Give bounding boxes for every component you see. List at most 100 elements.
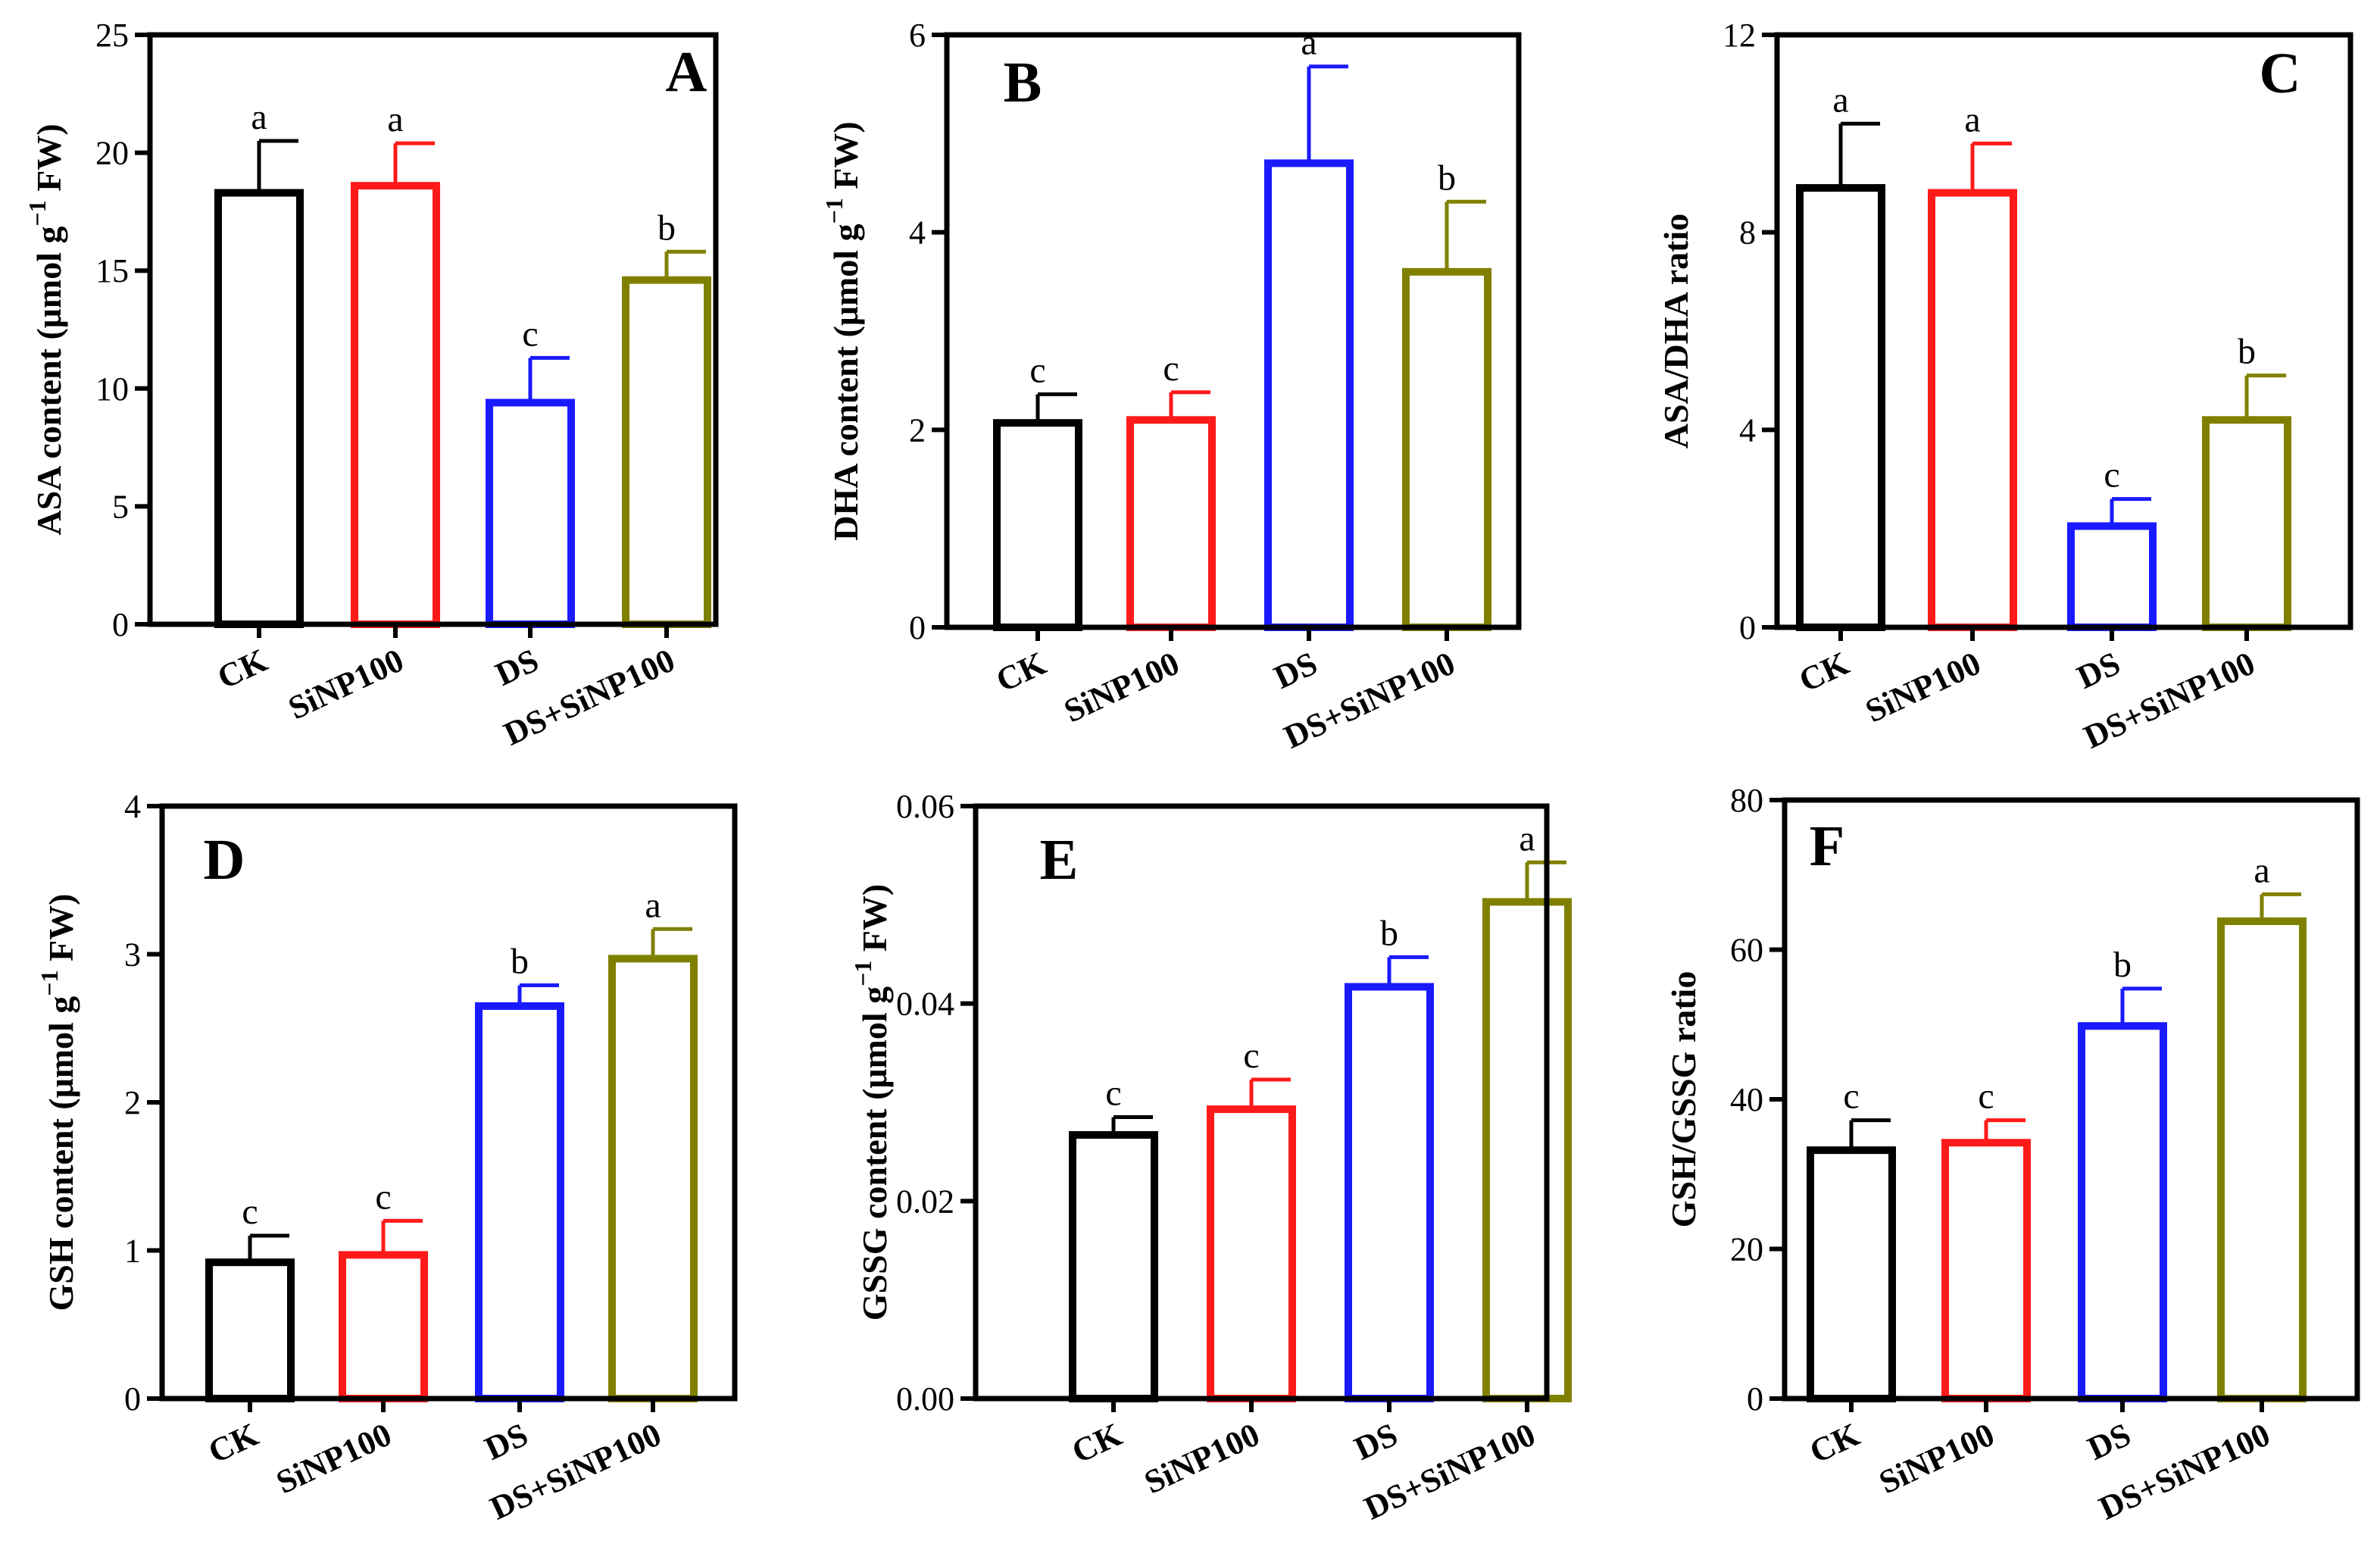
category-label: DS xyxy=(1269,645,1323,696)
axis-frame xyxy=(147,32,719,627)
category-label: SiNP100 xyxy=(1860,645,1986,730)
y-axis-label-unit: FW) xyxy=(30,123,68,200)
y-tick-label: 0.00 xyxy=(896,1380,954,1418)
y-tick-label: 0.06 xyxy=(896,788,954,825)
bar-a-4 xyxy=(622,276,711,628)
y-tick-label: 4 xyxy=(1739,411,1756,449)
bar-a-2 xyxy=(351,182,440,628)
y-tick-label: 20 xyxy=(95,135,129,172)
significance-letter: c xyxy=(1029,350,1045,390)
y-axis-label: GSSG content (μmol g−1 FW) xyxy=(849,884,894,1321)
category-label: DS xyxy=(490,642,545,693)
y-axis-label-superscript: −1 xyxy=(820,198,848,223)
y-tick-label: 20 xyxy=(1730,1231,1763,1268)
y-tick-label: 0 xyxy=(124,1380,141,1418)
significance-letter: a xyxy=(1832,80,1848,120)
category-label: DS xyxy=(2072,645,2126,696)
y-tick-label: 0.04 xyxy=(896,986,954,1023)
bar-b-1 xyxy=(993,419,1082,632)
category-label: DS xyxy=(2082,1416,2137,1468)
bar-e-3 xyxy=(1345,983,1434,1402)
significance-letter: b xyxy=(511,942,529,982)
axis-frame xyxy=(1782,797,2360,1402)
bar-a-3 xyxy=(486,399,575,628)
y-tick-label: 1 xyxy=(124,1233,141,1270)
axis-frame xyxy=(1774,32,2353,630)
y-axis-label-main: DHA content (μmol g xyxy=(826,223,865,540)
category-label: CK xyxy=(203,1416,264,1471)
y-axis-label-superscript: −1 xyxy=(23,200,51,226)
y-tick-label: 4 xyxy=(909,214,926,252)
significance-letter: c xyxy=(1105,1074,1121,1114)
bar-c-3 xyxy=(2067,522,2157,631)
category-label: CK xyxy=(1794,645,1855,699)
significance-letter: c xyxy=(375,1177,391,1217)
y-axis-label-unit: FW) xyxy=(855,884,894,961)
significance-letter: c xyxy=(1978,1077,1994,1117)
y-axis-label: ASA content (μmol g−1 FW) xyxy=(23,123,68,535)
y-tick-label: 0 xyxy=(1739,609,1756,646)
y-tick-label: 8 xyxy=(1739,214,1756,252)
y-axis-label: ASA/DHA ratio xyxy=(1657,214,1695,449)
y-axis-label-superscript: −1 xyxy=(849,961,876,986)
significance-letter: b xyxy=(2113,945,2132,985)
category-label: SiNP100 xyxy=(1873,1416,2000,1502)
significance-letter: b xyxy=(2238,332,2256,372)
category-label: CK xyxy=(1067,1416,1128,1471)
bar-d-2 xyxy=(339,1251,428,1402)
y-tick-label: 10 xyxy=(95,370,129,408)
bar-e-1 xyxy=(1069,1131,1158,1402)
significance-letter: a xyxy=(1301,23,1316,63)
bar-c-4 xyxy=(2202,416,2291,631)
y-tick-label: 0 xyxy=(112,606,129,643)
panel-letter: D xyxy=(204,828,245,892)
y-axis-label-main: GSSG content (μmol g xyxy=(855,986,894,1321)
category-label: SiNP100 xyxy=(270,1416,397,1502)
significance-letter: a xyxy=(387,99,403,139)
category-label: DS xyxy=(1349,1416,1404,1468)
significance-letter: c xyxy=(522,314,538,354)
panel-letter: E xyxy=(1040,828,1079,892)
bar-f-4 xyxy=(2217,917,2307,1402)
bar-e-4 xyxy=(1482,898,1572,1402)
bar-d-4 xyxy=(608,955,698,1402)
significance-letter: c xyxy=(1163,349,1179,389)
y-axis-label: GSH/GSSG ratio xyxy=(1664,971,1703,1228)
panel-letter: A xyxy=(666,40,707,104)
significance-letter: b xyxy=(1380,913,1398,953)
bar-b-4 xyxy=(1402,267,1491,631)
y-tick-label: 0 xyxy=(909,609,926,646)
significance-letter: a xyxy=(251,97,267,137)
significance-letter: a xyxy=(1519,818,1535,858)
y-tick-label: 80 xyxy=(1730,782,1763,819)
panel-letter: F xyxy=(1810,814,1844,878)
category-label: SiNP100 xyxy=(1138,1416,1265,1502)
significance-letter: a xyxy=(2254,850,2269,890)
y-tick-label: 2 xyxy=(909,411,926,449)
y-tick-label: 0 xyxy=(1747,1380,1763,1418)
y-tick-label: 60 xyxy=(1730,932,1763,969)
bar-b-3 xyxy=(1264,159,1354,631)
category-label: CK xyxy=(991,645,1052,699)
bar-c-1 xyxy=(1796,184,1885,631)
significance-letter: c xyxy=(1243,1036,1259,1076)
bar-f-1 xyxy=(1807,1146,1896,1403)
y-tick-label: 25 xyxy=(95,17,129,54)
significance-letter: b xyxy=(657,208,676,248)
significance-letter: c xyxy=(2104,455,2119,495)
y-tick-label: 12 xyxy=(1723,17,1756,54)
significance-letter: c xyxy=(242,1192,258,1232)
bar-d-3 xyxy=(475,1002,564,1403)
bar-c-2 xyxy=(1928,189,2017,632)
axis-frame xyxy=(944,32,1522,630)
y-axis-label-superscript: −1 xyxy=(36,970,63,996)
bar-f-2 xyxy=(1941,1139,2031,1403)
y-tick-label: 2 xyxy=(124,1084,141,1121)
y-tick-label: 5 xyxy=(112,488,129,525)
